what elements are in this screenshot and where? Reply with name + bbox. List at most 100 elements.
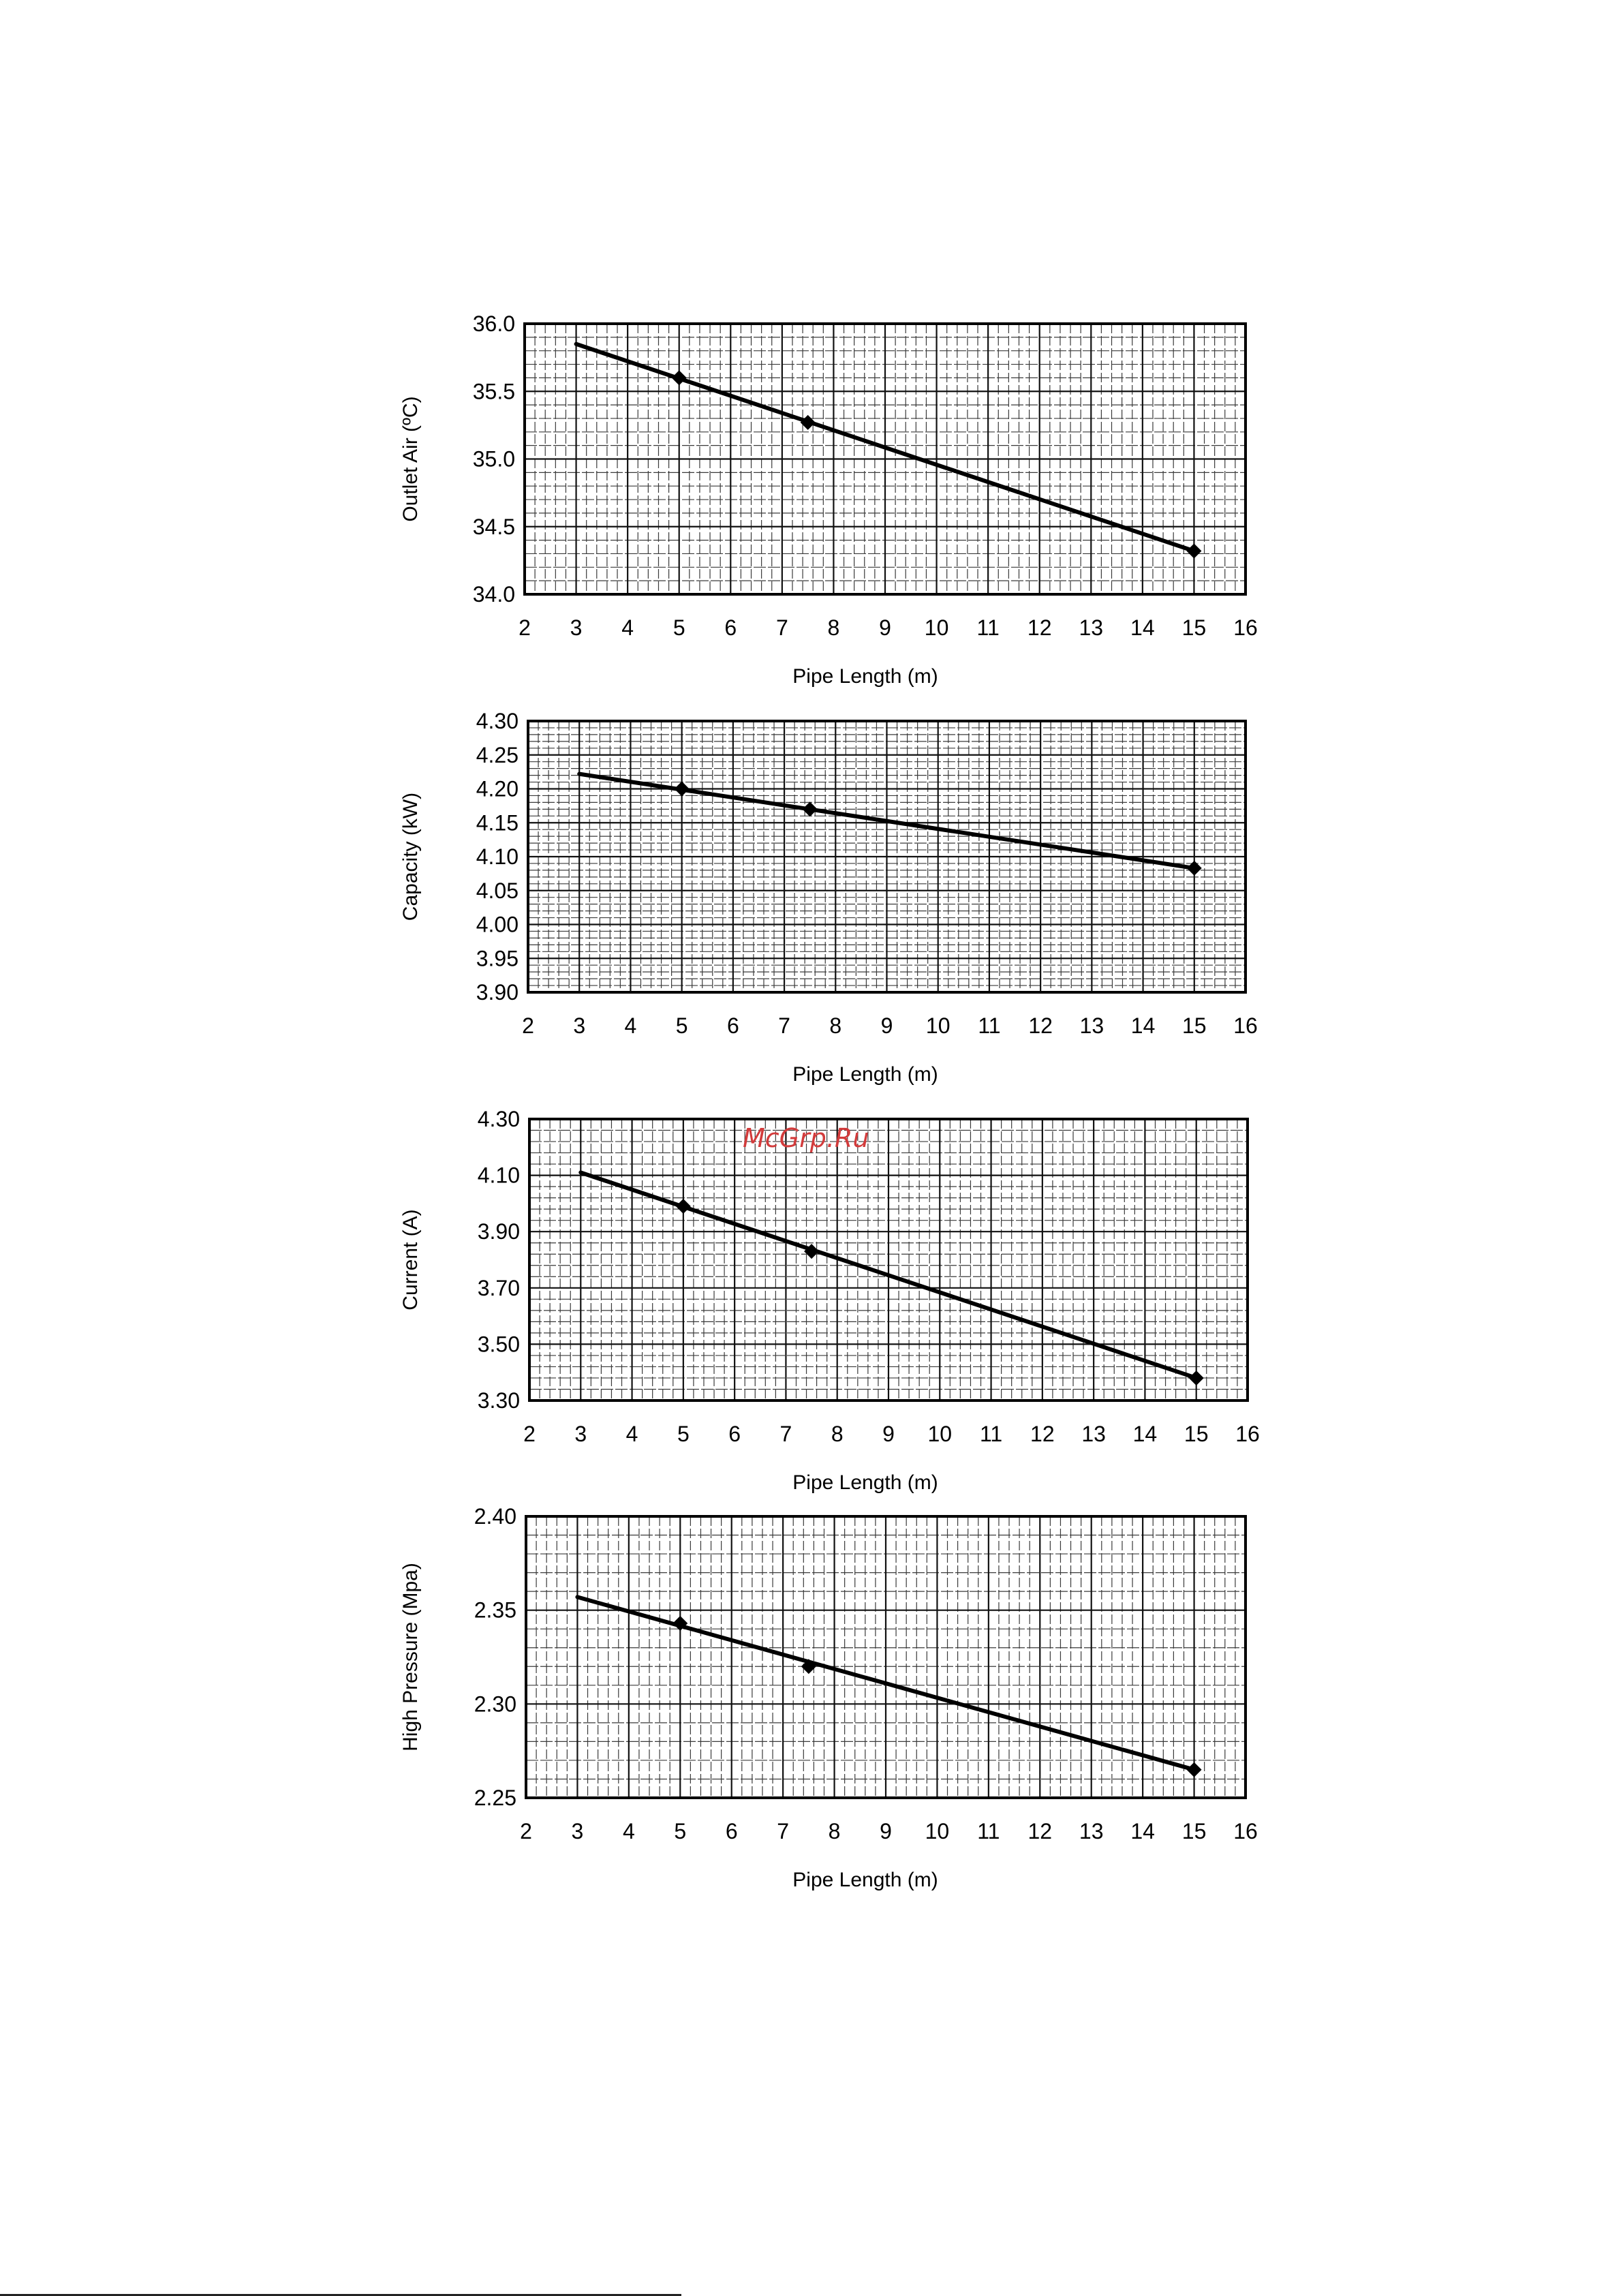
x-tick-label: 12 bbox=[1030, 1422, 1055, 1446]
y-axis-label: Current (A) bbox=[399, 1209, 422, 1310]
x-tick-label: 9 bbox=[879, 615, 891, 640]
plot-frame bbox=[525, 1515, 1247, 1799]
x-tick-label: 2 bbox=[522, 1013, 534, 1038]
chart-2: 3.90 3.95 4.00 4.05 4.10 4.15 4.20 4.25 4.30 2 3 4 5… bbox=[399, 709, 1258, 1086]
x-tick-label: 2 bbox=[523, 1422, 536, 1446]
x-tick-label: 5 bbox=[677, 1422, 690, 1446]
y-tick-label: 3.50 bbox=[478, 1332, 520, 1356]
x-axis-label: Pipe Length (m) bbox=[792, 1471, 938, 1494]
y-tick-label: 3.95 bbox=[476, 946, 519, 970]
x-tick-label: 5 bbox=[674, 1819, 686, 1843]
y-tick-label: 4.10 bbox=[478, 1163, 520, 1188]
chart-1: 34.0 34.5 35.0 35.5 36.0 2 3 4 5 6 7 8 9 10 11 12 13 14 15… bbox=[399, 311, 1258, 688]
y-tick-label: 35.0 bbox=[473, 447, 515, 472]
x-tick-label: 4 bbox=[625, 1013, 637, 1038]
x-tick-label: 16 bbox=[1233, 615, 1258, 640]
x-tick-label: 3 bbox=[570, 615, 583, 640]
x-tick-label: 15 bbox=[1182, 1013, 1207, 1038]
x-tick-label: 2 bbox=[519, 615, 531, 640]
x-axis-label: Pipe Length (m) bbox=[792, 1063, 938, 1086]
x-tick-label: 12 bbox=[1027, 1819, 1052, 1843]
x-tick-label: 13 bbox=[1080, 1013, 1104, 1038]
x-tick-label: 3 bbox=[573, 1013, 585, 1038]
x-tick-label: 13 bbox=[1079, 615, 1103, 640]
x-tick-label: 11 bbox=[977, 1819, 1000, 1843]
x-tick-label: 16 bbox=[1235, 1422, 1260, 1446]
watermark-text: McGrp.Ru bbox=[743, 1123, 869, 1153]
y-tick-label: 4.20 bbox=[476, 777, 519, 801]
y-tick-label: 2.25 bbox=[474, 1786, 516, 1810]
plot-frame bbox=[527, 720, 1247, 994]
x-tick-label: 14 bbox=[1131, 1013, 1156, 1038]
footer-rule bbox=[0, 2294, 681, 2296]
x-tick-label: 2 bbox=[520, 1819, 532, 1843]
plot-frame bbox=[523, 322, 1247, 596]
y-tick-label: 4.10 bbox=[476, 844, 519, 869]
x-tick-label: 7 bbox=[780, 1422, 792, 1446]
data-point-marker bbox=[800, 414, 816, 430]
x-tick-label: 11 bbox=[980, 1422, 1002, 1446]
x-tick-label: 10 bbox=[925, 615, 949, 640]
y-tick-label: 4.00 bbox=[476, 913, 519, 937]
x-tick-label: 9 bbox=[880, 1819, 892, 1843]
x-tick-label: 10 bbox=[927, 1422, 952, 1446]
x-tick-label: 9 bbox=[882, 1422, 895, 1446]
chart-4: 2.25 2.30 2.35 2.40 2 3 4 5 6 7 8 9 10 11 12 13 14 15 16 Pi… bbox=[399, 1504, 1258, 1891]
x-tick-label: 12 bbox=[1027, 615, 1052, 640]
x-tick-label: 13 bbox=[1079, 1819, 1104, 1843]
x-tick-label: 14 bbox=[1130, 615, 1155, 640]
x-tick-label: 11 bbox=[978, 1013, 1000, 1038]
x-tick-label: 9 bbox=[881, 1013, 893, 1038]
x-tick-label: 7 bbox=[778, 1013, 790, 1038]
data-point-marker bbox=[1186, 860, 1202, 876]
x-tick-label: 12 bbox=[1028, 1013, 1053, 1038]
data-point-marker bbox=[1186, 543, 1202, 559]
x-tick-label: 5 bbox=[676, 1013, 688, 1038]
y-tick-label: 3.90 bbox=[478, 1219, 520, 1244]
y-tick-label: 4.30 bbox=[476, 709, 519, 733]
data-point-marker bbox=[674, 781, 690, 797]
x-tick-label: 15 bbox=[1182, 615, 1207, 640]
x-axis-label: Pipe Length (m) bbox=[792, 1869, 938, 1891]
x-tick-label: 8 bbox=[828, 615, 840, 640]
y-tick-label: 2.40 bbox=[474, 1504, 516, 1529]
x-tick-label: 14 bbox=[1130, 1819, 1155, 1843]
x-axis-label: Pipe Length (m) bbox=[792, 665, 938, 688]
x-tick-label: 8 bbox=[829, 1013, 841, 1038]
y-axis-label: High Pressure (Mpa) bbox=[399, 1563, 422, 1751]
x-tick-label: 4 bbox=[623, 1819, 635, 1843]
y-tick-label: 2.35 bbox=[474, 1598, 516, 1623]
x-tick-label: 6 bbox=[728, 1422, 741, 1446]
data-point-marker bbox=[675, 1199, 691, 1214]
x-tick-label: 10 bbox=[926, 1013, 950, 1038]
x-tick-label: 16 bbox=[1233, 1819, 1258, 1843]
y-axis-label: Capacity (kW) bbox=[399, 793, 422, 921]
x-tick-label: 8 bbox=[831, 1422, 844, 1446]
y-axis-label: Outlet Air (ºC) bbox=[399, 396, 422, 521]
x-tick-label: 8 bbox=[829, 1819, 841, 1843]
x-tick-label: 13 bbox=[1081, 1422, 1106, 1446]
chart-3: 3.30 3.50 3.70 3.90 4.10 4.30 2 3 4 5 6 7 8 9 10 11 12 13… bbox=[399, 1107, 1260, 1494]
data-point-marker bbox=[673, 1615, 688, 1631]
y-tick-label: 4.15 bbox=[476, 810, 519, 835]
x-tick-label: 7 bbox=[776, 615, 788, 640]
x-tick-label: 4 bbox=[626, 1422, 638, 1446]
y-tick-label: 34.0 bbox=[473, 582, 515, 607]
data-point-marker bbox=[804, 1244, 820, 1259]
y-tick-label: 4.25 bbox=[476, 743, 519, 767]
y-tick-label: 4.05 bbox=[476, 878, 519, 903]
x-tick-label: 7 bbox=[777, 1819, 789, 1843]
y-tick-label: 4.30 bbox=[478, 1107, 520, 1131]
data-point-marker bbox=[671, 370, 687, 386]
x-tick-label: 6 bbox=[724, 615, 737, 640]
data-point-marker bbox=[1188, 1370, 1204, 1386]
x-tick-label: 3 bbox=[572, 1819, 584, 1843]
x-tick-label: 6 bbox=[727, 1013, 739, 1038]
x-tick-label: 11 bbox=[977, 615, 1000, 640]
x-tick-label: 15 bbox=[1184, 1422, 1209, 1446]
data-point-marker bbox=[801, 1659, 816, 1674]
y-tick-label: 3.30 bbox=[478, 1388, 520, 1413]
y-tick-label: 35.5 bbox=[473, 379, 515, 403]
data-point-marker bbox=[802, 801, 818, 817]
